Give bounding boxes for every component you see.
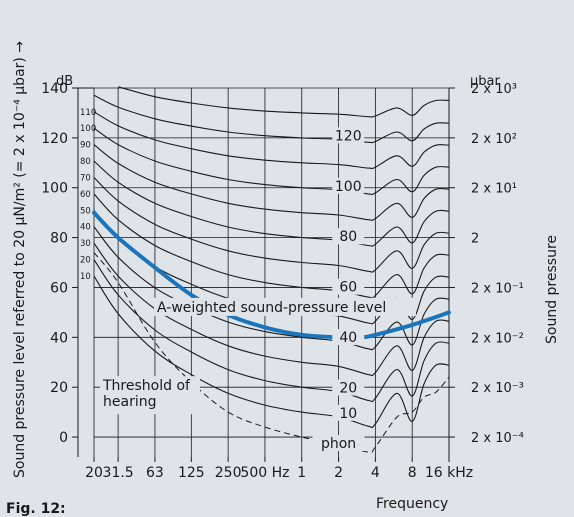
contour-phon-label-left: 60 xyxy=(80,190,91,200)
a-weighted-label-bg xyxy=(154,297,416,316)
x-tick-label: 16 kHz xyxy=(425,465,473,481)
y2-tick-label: 2 x 10² xyxy=(471,132,517,147)
contour-phon-label-left: 50 xyxy=(80,206,91,216)
contour-phon-label: 120 xyxy=(335,128,362,144)
contour-phon-label-left: 70 xyxy=(80,173,91,183)
contour-phon-label: 40 xyxy=(339,330,357,346)
y2-tick-label: 2 x 10⁻³ xyxy=(471,381,524,396)
y-tick-label: 140 xyxy=(41,81,68,97)
contour-phon-label-bg xyxy=(332,278,365,295)
loudness-contour xyxy=(117,86,450,118)
y-tick-label: 80 xyxy=(50,231,68,247)
contour-phon-label-bg xyxy=(332,127,365,144)
loudness-contour xyxy=(94,94,450,144)
contour-phon-label-left: 10 xyxy=(80,272,91,282)
contour-phon-label-left: 80 xyxy=(80,157,91,167)
y-tick-label: 60 xyxy=(50,280,68,296)
threshold-label-line: hearing xyxy=(103,394,156,410)
figure-caption: Fig. 12: xyxy=(6,501,66,517)
x-axis-title: Frequency xyxy=(376,496,448,512)
phon-unit-label: phon xyxy=(321,436,356,452)
contour-phon-label-bg xyxy=(332,228,365,245)
y-tick-label: 120 xyxy=(41,131,68,147)
threshold-label-bg xyxy=(100,376,200,415)
contour-phon-label-bg xyxy=(332,404,365,421)
x-tick-label: 4 xyxy=(371,465,380,481)
contour-phon-label: 20 xyxy=(339,381,357,397)
contour-phon-label: 10 xyxy=(339,406,357,422)
x-tick-label: 63 xyxy=(146,465,164,481)
y2-tick-label: 2 x 10⁻¹ xyxy=(471,281,524,296)
y2-tick-label: 2 xyxy=(471,232,479,247)
y-axis-title: Sound pressure level referred to 20 µN/m… xyxy=(12,41,28,478)
y2-axis-title: Sound pressure xyxy=(544,235,560,344)
y2-tick-label: 2 x 10¹ xyxy=(471,182,517,197)
x-tick-label: 2 xyxy=(334,465,343,481)
x-tick-label: 250 xyxy=(215,465,242,481)
contour-phon-label-left: 30 xyxy=(80,239,91,249)
y2-unit-label: µbar xyxy=(470,74,500,89)
loudness-contour xyxy=(94,111,450,170)
x-tick-label: 1 xyxy=(297,465,306,481)
contour-phon-label: 80 xyxy=(339,229,357,245)
loudness-contour xyxy=(94,144,450,221)
x-tick-label: 8 xyxy=(408,465,417,481)
contour-phon-label-left: 90 xyxy=(80,141,91,151)
y2-tick-label: 2 x 10⁻⁴ xyxy=(471,431,524,446)
threshold-label-line: Threshold of xyxy=(102,378,191,394)
x-tick-label: 20 xyxy=(85,465,103,481)
x-tick-label: 500 Hz xyxy=(240,465,289,481)
phon-unit-bg xyxy=(312,435,365,452)
y-unit-label: dB xyxy=(56,74,73,89)
y-tick-label: 0 xyxy=(59,430,68,446)
contour-phon-label-bg xyxy=(332,329,365,346)
a-weighted-curve xyxy=(92,210,451,340)
loudness-contour xyxy=(94,177,450,273)
contour-phon-label-left: 40 xyxy=(80,223,91,233)
x-tick-label: 31.5 xyxy=(103,465,134,481)
contour-phon-label-left: 110 xyxy=(80,108,96,118)
contour-phon-label-left: 100 xyxy=(80,124,96,134)
a-weighted-label: A-weighted sound-pressure level xyxy=(157,300,386,316)
grid xyxy=(72,87,455,462)
y-tick-label: 20 xyxy=(50,380,68,396)
x-tick-label: 125 xyxy=(178,465,205,481)
contour-phon-label-bg xyxy=(332,379,365,396)
y-tick-label: 100 xyxy=(41,181,68,197)
contour-phon-label-bg xyxy=(332,177,365,194)
contour-phon-label-left: 20 xyxy=(80,256,91,266)
y-tick-label: 40 xyxy=(50,330,68,346)
y2-tick-label: 2 x 10³ xyxy=(471,82,517,97)
loudness-contour xyxy=(94,209,450,325)
contour-phon-label: 60 xyxy=(339,280,357,296)
contour-phon-label: 100 xyxy=(335,179,362,195)
a-weighted-curve-layer xyxy=(92,210,451,340)
y2-tick-label: 2 x 10⁻² xyxy=(471,331,524,346)
